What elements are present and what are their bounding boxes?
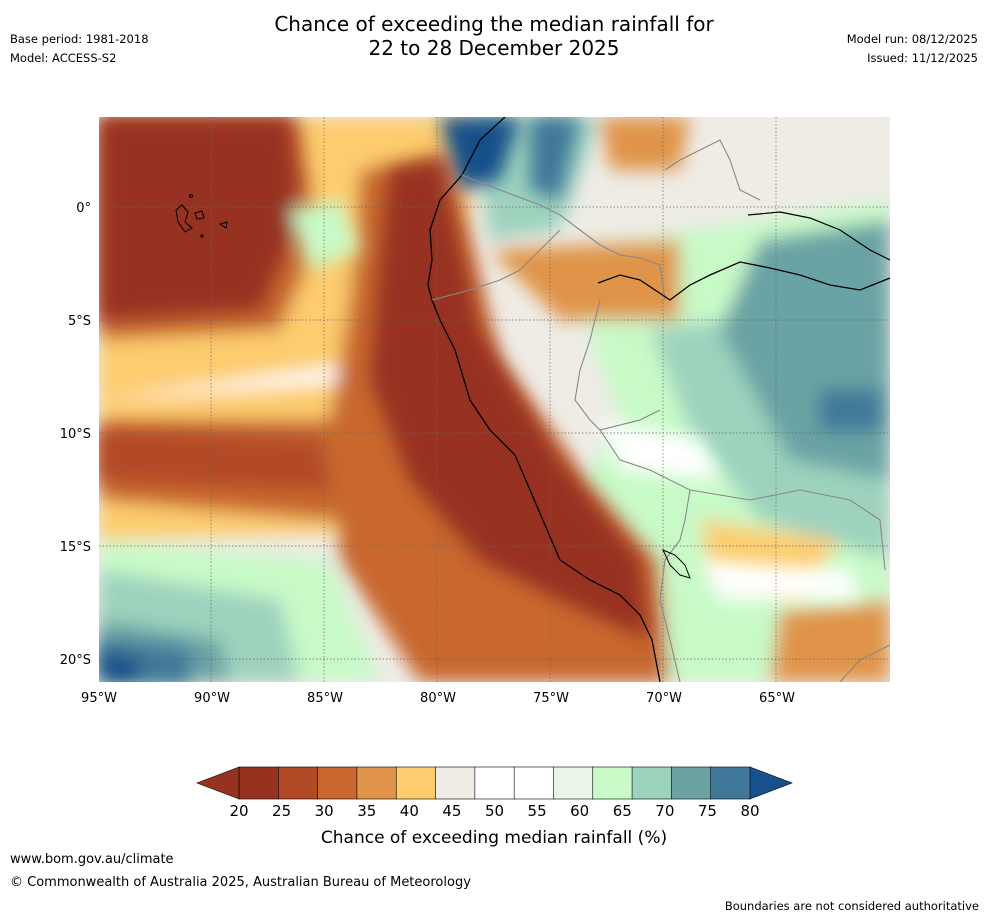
latitude-label: 10°S bbox=[60, 427, 91, 442]
colorbar-tick-label: 40 bbox=[400, 802, 419, 820]
rainfall-map bbox=[99, 117, 890, 682]
colorbar-swatch bbox=[513, 766, 555, 800]
lake-titicaca bbox=[662, 549, 691, 579]
colorbar-tick-labels: 20 25 30 35 40 45 50 55 60 65 70 75 80 bbox=[229, 802, 759, 820]
issued-date: Issued: 11/12/2025 bbox=[867, 51, 978, 65]
colorbar-tick-label: 45 bbox=[442, 802, 461, 820]
latitude-label: 5°S bbox=[68, 314, 91, 329]
colorbar-over-arrow bbox=[749, 766, 793, 800]
footer-url[interactable]: www.bom.gov.au/climate bbox=[10, 852, 174, 867]
latitude-label: 0° bbox=[76, 201, 91, 216]
footer-note: Boundaries are not considered authoritat… bbox=[724, 899, 979, 913]
graticule bbox=[99, 117, 890, 682]
longitude-label: 75°W bbox=[533, 691, 569, 706]
rio-negro bbox=[747, 211, 890, 261]
colorbar-tick-label: 20 bbox=[229, 802, 248, 820]
model-run: Model run: 08/12/2025 bbox=[846, 32, 978, 46]
colorbar: 20 25 30 35 40 45 50 55 60 65 70 75 80 Chance of exc… bbox=[196, 766, 793, 848]
colorbar-tick-label: 50 bbox=[485, 802, 504, 820]
longitude-label: 95°W bbox=[81, 691, 117, 706]
galapagos-islands bbox=[175, 194, 228, 238]
colorbar-swatch bbox=[553, 766, 594, 800]
footer-copyright: © Commonwealth of Australia 2025, Austra… bbox=[10, 875, 471, 890]
latitude-label: 15°S bbox=[60, 540, 91, 555]
base-period: Base period: 1981-2018 bbox=[10, 32, 149, 46]
map-title: Chance of exceeding the median rainfall … bbox=[0, 12, 988, 60]
latitude-labels: 0° 5°S 10°S 15°S 20°S bbox=[60, 201, 91, 668]
colorbar-swatch bbox=[435, 766, 476, 800]
colorbar-tick-label: 65 bbox=[613, 802, 632, 820]
amazon-river bbox=[597, 261, 890, 301]
colorbar-swatch bbox=[317, 766, 358, 800]
colorbar-tick-label: 75 bbox=[698, 802, 717, 820]
colorbar-swatch bbox=[238, 766, 280, 800]
longitude-label: 90°W bbox=[194, 691, 230, 706]
longitude-label: 70°W bbox=[646, 691, 682, 706]
coastline bbox=[427, 117, 661, 682]
country-borders bbox=[431, 139, 890, 682]
colorbar-swatch bbox=[710, 766, 751, 800]
colorbar-swatch bbox=[671, 766, 712, 800]
rainfall-field-core bbox=[99, 117, 880, 682]
meta-left: Base period: 1981-2018 Model: ACCESS-S2 bbox=[10, 30, 149, 68]
colorbar-swatch bbox=[395, 766, 437, 800]
colorbar-title: Chance of exceeding median rainfall (%) bbox=[321, 828, 667, 848]
colorbar-swatches bbox=[238, 766, 751, 800]
colorbar-tick-label: 80 bbox=[740, 802, 759, 820]
colorbar-swatch bbox=[474, 766, 515, 800]
meta-right: Model run: 08/12/2025 Issued: 11/12/2025 bbox=[847, 30, 978, 68]
colorbar-under-arrow bbox=[196, 766, 240, 800]
colorbar-tick-label: 35 bbox=[357, 802, 376, 820]
colorbar-tick-label: 30 bbox=[315, 802, 334, 820]
longitude-label: 65°W bbox=[759, 691, 795, 706]
title-line-2: 22 to 28 December 2025 bbox=[368, 36, 620, 60]
colorbar-swatch bbox=[631, 766, 673, 800]
colorbar-tick-label: 70 bbox=[655, 802, 674, 820]
colorbar-tick-label: 55 bbox=[528, 802, 547, 820]
colorbar-tick-label: 60 bbox=[570, 802, 589, 820]
longitude-labels: 95°W 90°W 85°W 80°W 75°W 70°W 65°W bbox=[81, 691, 795, 706]
longitude-label: 80°W bbox=[420, 691, 456, 706]
colorbar-tick-label: 25 bbox=[272, 802, 291, 820]
latitude-label: 20°S bbox=[60, 653, 91, 668]
title-line-1: Chance of exceeding the median rainfall … bbox=[274, 12, 714, 36]
longitude-label: 85°W bbox=[307, 691, 343, 706]
colorbar-swatch bbox=[356, 766, 398, 800]
colorbar-swatch bbox=[278, 766, 319, 800]
model-name: Model: ACCESS-S2 bbox=[10, 51, 117, 65]
colorbar-swatch bbox=[592, 766, 633, 800]
